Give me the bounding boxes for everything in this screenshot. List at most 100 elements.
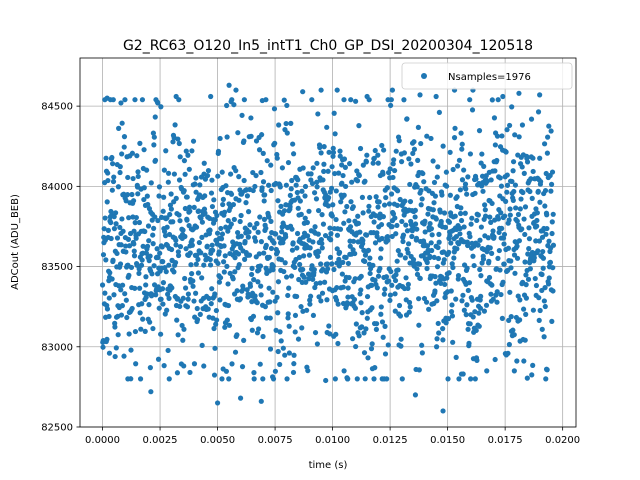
data-point bbox=[260, 376, 266, 382]
data-point bbox=[503, 198, 509, 204]
data-point bbox=[199, 234, 205, 240]
data-point bbox=[182, 205, 188, 212]
data-point bbox=[512, 182, 519, 188]
data-point bbox=[511, 252, 518, 258]
data-point bbox=[225, 302, 232, 309]
data-point bbox=[474, 217, 480, 224]
data-point bbox=[295, 336, 302, 342]
data-point bbox=[294, 293, 300, 300]
data-point bbox=[446, 270, 452, 276]
data-point bbox=[295, 205, 301, 211]
data-point bbox=[501, 231, 508, 238]
data-point bbox=[363, 326, 369, 332]
data-point bbox=[362, 252, 369, 258]
data-point bbox=[504, 127, 510, 133]
data-point bbox=[359, 194, 366, 200]
data-point bbox=[328, 237, 334, 243]
data-point bbox=[503, 149, 509, 155]
data-point bbox=[318, 298, 324, 304]
data-point bbox=[492, 356, 498, 363]
data-point bbox=[322, 279, 328, 285]
data-point bbox=[482, 202, 488, 208]
data-point bbox=[399, 159, 405, 165]
data-point bbox=[316, 249, 322, 255]
data-point bbox=[143, 282, 149, 288]
data-point bbox=[312, 329, 319, 336]
data-point bbox=[423, 299, 430, 305]
y-tick-label: 83000 bbox=[41, 342, 73, 353]
data-point bbox=[436, 231, 442, 237]
data-point bbox=[499, 315, 505, 321]
data-point bbox=[256, 147, 263, 153]
data-point bbox=[460, 371, 466, 377]
data-point bbox=[465, 326, 471, 332]
data-point bbox=[162, 233, 169, 239]
data-point bbox=[137, 376, 144, 382]
data-point bbox=[375, 152, 381, 158]
data-point bbox=[476, 128, 483, 134]
data-point bbox=[121, 144, 127, 150]
data-point bbox=[487, 245, 493, 251]
data-point bbox=[264, 158, 270, 164]
data-point bbox=[392, 308, 398, 314]
data-point bbox=[228, 171, 234, 177]
data-point bbox=[280, 345, 286, 351]
data-point bbox=[383, 274, 390, 280]
data-point bbox=[257, 263, 264, 269]
data-point bbox=[389, 233, 395, 240]
data-point bbox=[136, 270, 142, 276]
data-point bbox=[444, 183, 450, 189]
data-point bbox=[436, 330, 442, 336]
data-point bbox=[424, 259, 430, 266]
data-point bbox=[186, 204, 193, 210]
data-point bbox=[511, 368, 517, 374]
data-point bbox=[155, 356, 162, 362]
data-point bbox=[510, 168, 516, 174]
data-point bbox=[522, 204, 529, 210]
data-point bbox=[364, 315, 370, 321]
data-point bbox=[516, 238, 523, 244]
data-point bbox=[407, 198, 414, 205]
data-point bbox=[138, 326, 144, 332]
data-point bbox=[533, 282, 540, 289]
data-point bbox=[464, 265, 470, 271]
data-point bbox=[374, 321, 380, 327]
data-point bbox=[146, 258, 152, 264]
data-point bbox=[495, 255, 501, 261]
data-point bbox=[315, 253, 321, 259]
data-point bbox=[145, 223, 152, 229]
data-point bbox=[325, 203, 331, 209]
data-point bbox=[370, 262, 376, 268]
data-point bbox=[189, 148, 195, 154]
data-point bbox=[302, 215, 308, 221]
data-point bbox=[125, 236, 132, 242]
data-point bbox=[390, 161, 396, 167]
data-point bbox=[331, 266, 337, 273]
data-point bbox=[474, 357, 480, 363]
data-point bbox=[360, 210, 366, 216]
data-point bbox=[278, 203, 284, 209]
data-point bbox=[508, 265, 514, 271]
data-point bbox=[207, 256, 213, 263]
data-point bbox=[118, 287, 124, 293]
data-point bbox=[194, 305, 200, 312]
legend-label: Nsamples=1976 bbox=[448, 72, 531, 83]
data-point bbox=[523, 311, 529, 317]
data-point bbox=[132, 328, 139, 335]
data-point bbox=[489, 282, 495, 288]
data-point bbox=[489, 200, 495, 207]
data-point bbox=[336, 256, 342, 262]
data-point bbox=[131, 228, 137, 234]
data-point bbox=[380, 334, 386, 340]
data-point bbox=[169, 285, 175, 291]
data-point bbox=[210, 247, 216, 253]
data-point bbox=[435, 320, 441, 327]
data-point bbox=[285, 311, 291, 317]
data-point bbox=[434, 264, 441, 270]
data-point bbox=[435, 255, 442, 262]
data-point bbox=[143, 274, 149, 280]
data-point bbox=[357, 291, 363, 297]
data-point bbox=[400, 238, 406, 245]
data-point bbox=[440, 143, 446, 149]
data-point bbox=[141, 185, 147, 191]
